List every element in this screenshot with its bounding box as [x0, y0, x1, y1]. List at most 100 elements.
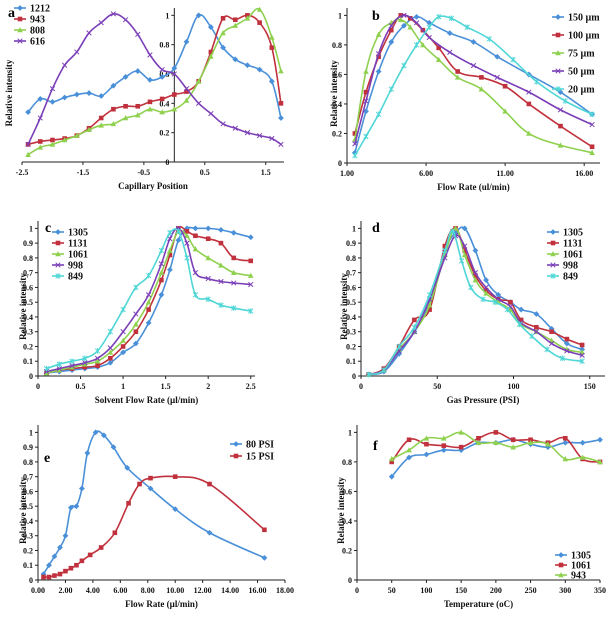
data-point	[208, 110, 214, 117]
data-point	[56, 365, 62, 372]
y-tick-label: 0	[29, 576, 33, 585]
data-point	[52, 573, 57, 578]
data-point	[413, 20, 420, 26]
data-point	[412, 317, 417, 323]
x-tick-label: 1.00	[340, 169, 354, 178]
legend-label: 1061	[563, 250, 583, 261]
y-tick-label: 0.2	[159, 129, 169, 138]
data-point	[73, 503, 80, 510]
legend-entry: 80 PSI	[230, 440, 274, 451]
y-tick-label: 0.6	[23, 487, 33, 496]
data-point	[133, 284, 139, 291]
data-point	[145, 319, 152, 326]
data-point	[468, 284, 474, 291]
y-tick-label: 0.9	[346, 239, 356, 248]
data-point	[232, 125, 238, 131]
legend-marker	[558, 552, 564, 558]
data-point	[73, 91, 80, 98]
legend-label: 15 PSI	[246, 452, 274, 463]
data-point	[183, 38, 190, 45]
data-point	[589, 149, 595, 155]
data-point	[388, 39, 395, 45]
data-point	[57, 571, 63, 577]
data-point	[549, 329, 554, 335]
legend-label: 849	[563, 272, 578, 283]
data-point	[442, 243, 448, 249]
data-point	[172, 506, 179, 513]
series-line	[42, 430, 265, 575]
data-point	[111, 106, 116, 112]
y-tick-label: 0.8	[159, 41, 169, 50]
data-point	[122, 74, 129, 80]
data-point	[147, 52, 153, 58]
data-point	[37, 144, 44, 150]
legend-marker	[555, 68, 561, 74]
data-point	[388, 27, 394, 33]
data-point	[192, 270, 199, 276]
data-point	[375, 111, 382, 118]
y-tick-label: 0.4	[342, 517, 352, 526]
chart-panel-d: 0 50 100 150 0 0.1 0.2 0.3 0.4 0.5 0.6 0.7 0.8 0.9 1 Ga…	[339, 221, 605, 405]
data-point	[158, 247, 165, 254]
data-point	[278, 141, 284, 148]
data-point	[401, 62, 407, 69]
data-point	[557, 107, 564, 113]
data-point	[257, 20, 262, 25]
data-point	[448, 15, 455, 22]
data-point	[86, 126, 92, 133]
data-point	[231, 280, 237, 286]
data-point	[510, 56, 516, 63]
legend-label: 1305	[563, 228, 583, 239]
data-point	[508, 299, 513, 305]
data-point	[413, 13, 420, 20]
panel-label: c	[45, 221, 51, 236]
y-tick-label: 0	[29, 372, 33, 381]
data-point	[472, 247, 479, 254]
data-point	[112, 530, 118, 536]
data-point	[94, 348, 101, 354]
y-tick-label: 0.1	[346, 357, 356, 366]
legend-label: 20 µm	[568, 85, 595, 96]
data-point	[363, 133, 369, 140]
y-tick-label: 0.2	[346, 342, 356, 351]
legend-entry: 15 PSI	[230, 452, 274, 463]
legend-marker	[550, 273, 556, 279]
data-point	[107, 328, 113, 335]
legend-entry: 808	[14, 26, 45, 37]
data-point	[493, 430, 499, 435]
legend-label: 1131	[68, 239, 87, 250]
data-point	[564, 336, 570, 342]
data-point	[98, 545, 104, 550]
data-point	[502, 108, 508, 114]
x-tick-label: 100	[420, 586, 432, 595]
data-point	[98, 20, 104, 26]
y-tick-label: 0.6	[342, 487, 352, 496]
legend-entry: 50 µm	[552, 67, 595, 78]
data-point	[218, 240, 224, 246]
y-axis-label: Relative intensity	[329, 60, 339, 127]
legend-marker	[55, 240, 61, 246]
data-point	[135, 31, 141, 38]
data-point	[427, 307, 432, 312]
data-point	[46, 574, 52, 580]
data-point	[563, 340, 570, 347]
y-tick-label: 0.1	[23, 561, 33, 570]
legend-entry: 1131	[52, 239, 87, 250]
data-point	[167, 236, 173, 242]
data-point	[230, 229, 237, 236]
legend-label: 100 µm	[568, 31, 600, 42]
data-point	[510, 437, 516, 443]
y-tick-label: 1	[348, 428, 352, 437]
y-tick-label: 0.5	[23, 298, 33, 307]
data-point	[95, 363, 100, 368]
legend-entry: 150 µm	[552, 13, 600, 24]
data-point	[534, 324, 539, 330]
data-point	[376, 54, 381, 60]
data-point	[510, 444, 517, 450]
data-point	[147, 76, 153, 83]
data-point	[120, 306, 126, 313]
y-tick-label: 0.4	[332, 100, 342, 109]
y-tick-label: 0.9	[23, 239, 33, 248]
data-point	[579, 454, 586, 460]
y-tick-label: 0.1	[23, 357, 33, 366]
